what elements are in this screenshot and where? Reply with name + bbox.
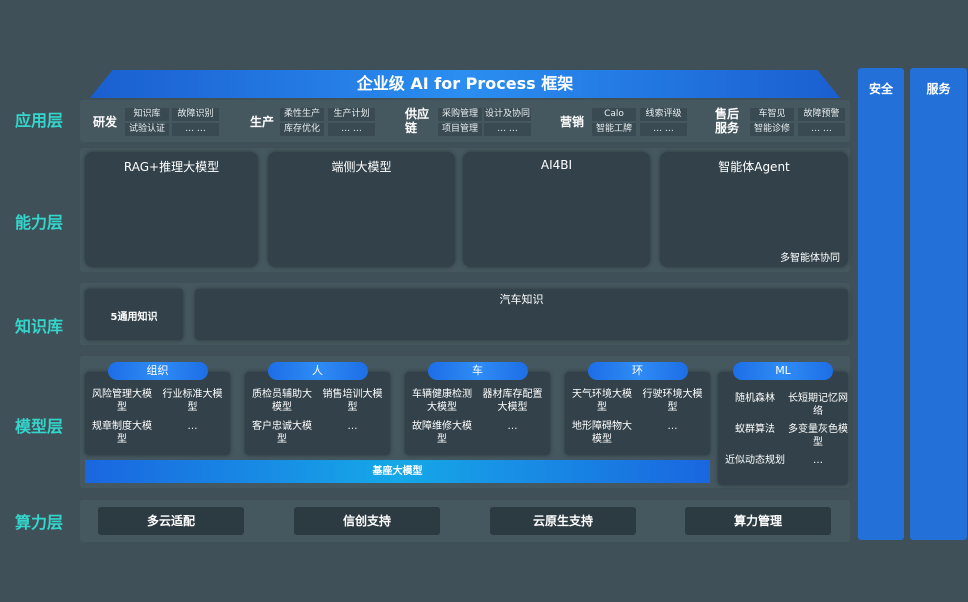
layer-label-compute: 算力层 [14, 513, 63, 532]
agent-panel: 智能体Agent [660, 152, 848, 267]
layer-label-model: 模型层 [14, 417, 63, 436]
model-item[interactable]: 蚁群算法 [735, 424, 775, 435]
model-panel [85, 372, 230, 455]
layer-label-knowledge: 知识库 [14, 317, 63, 336]
model-item[interactable]: … [667, 421, 678, 432]
app-group-1: 生产 [250, 115, 275, 129]
app-item[interactable]: … … [328, 123, 375, 136]
app-item[interactable]: 故障预警 [798, 108, 845, 121]
model-panel [718, 372, 848, 485]
model-item[interactable]: 多变量灰色模型 [788, 424, 848, 448]
general-knowledge: 5通用知识 [85, 289, 183, 340]
model-item[interactable]: … [813, 455, 823, 466]
model-item[interactable]: 行驶环境大模型 [642, 389, 703, 413]
app-item[interactable]: 智能诊修 [750, 123, 794, 136]
app-item[interactable]: 智能工牌 [592, 123, 636, 136]
model-item[interactable]: 行业标准大模型 [162, 389, 223, 413]
model-item[interactable]: … [507, 421, 518, 432]
app-item[interactable]: 柔性生产 [280, 108, 324, 121]
model-item[interactable]: 规章制度大模型 [92, 421, 152, 445]
compute-item[interactable]: 算力管理 [685, 507, 831, 535]
model-item[interactable]: 客户忠诚大模型 [252, 421, 312, 445]
compute-item[interactable]: 信创支持 [294, 507, 440, 535]
model-item[interactable]: 长短期记忆网络 [788, 393, 848, 417]
model-item[interactable]: 故障维修大模型 [412, 421, 472, 445]
app-item[interactable]: … … [172, 123, 219, 136]
app-item[interactable]: … … [640, 123, 687, 136]
model-item[interactable]: 车辆健康检测大模型 [412, 389, 472, 413]
app-item[interactable]: … … [798, 123, 845, 136]
agent-footer: 多智能体协同 [780, 253, 840, 264]
security-title: 安全 [868, 82, 893, 96]
framework-title: 企业级 AI for Process 框架 [90, 70, 840, 98]
model-item[interactable]: … [187, 421, 198, 432]
model-item[interactable]: 天气环境大模型 [572, 389, 632, 413]
model-panel [405, 372, 550, 455]
layer-label-app: 应用层 [14, 111, 63, 130]
model-item[interactable]: 销售培训大模型 [322, 389, 383, 413]
app-item[interactable]: 知识库 [125, 108, 169, 121]
app-group-0: 研发 [93, 115, 118, 129]
model-item[interactable]: … [347, 421, 358, 432]
compute-item[interactable]: 云原生支持 [490, 507, 636, 535]
model-category-0[interactable]: 组织 [107, 362, 208, 380]
general-knowledge-label: 5通用知识 [110, 312, 158, 323]
app-item[interactable]: 库存优化 [280, 123, 324, 136]
agent-title: 智能体Agent [718, 160, 790, 174]
compute-item[interactable]: 多云适配 [98, 507, 244, 535]
model-item[interactable]: 风险管理大模型 [92, 389, 152, 413]
rag-panel: RAG+推理大模型 [85, 152, 258, 267]
model-item[interactable]: 随机森林 [735, 393, 775, 404]
base-model-bar: 基座大模型 [85, 460, 710, 483]
layer-label-capability: 能力层 [14, 213, 63, 232]
app-group-3: 营销 [560, 115, 585, 129]
app-item[interactable]: 线索评级 [640, 108, 687, 121]
ai4bi-panel: AI4BI [463, 152, 650, 267]
model-category-4[interactable]: ML [733, 362, 833, 380]
model-item[interactable]: 近似动态规划 [725, 455, 785, 466]
model-category-1[interactable]: 人 [267, 362, 368, 380]
rag-title: RAG+推理大模型 [123, 160, 220, 174]
edge-panel: 端侧大模型 [268, 152, 455, 267]
app-item[interactable]: … … [484, 123, 531, 136]
edge-title: 端侧大模型 [331, 160, 392, 174]
app-item[interactable]: Calo [592, 108, 636, 121]
app-group-2: 供应链 [405, 107, 430, 135]
model-item[interactable]: 质检员辅助大模型 [252, 389, 312, 413]
ai4bi-title: AI4BI [540, 158, 573, 172]
model-item[interactable]: 器材库存配置大模型 [482, 389, 543, 413]
service-title: 服务 [926, 82, 951, 96]
model-panel [565, 372, 710, 455]
app-item[interactable]: 故障识别 [172, 108, 219, 121]
app-item[interactable]: 车智见 [750, 108, 794, 121]
app-group-4: 售后服务 [715, 107, 740, 135]
app-item[interactable]: 设计及协同 [484, 108, 531, 121]
model-panel [245, 372, 390, 455]
service-column: 服务 [910, 68, 967, 540]
security-column: 安全 [858, 68, 904, 540]
model-item[interactable]: 地形障碍物大模型 [572, 421, 632, 445]
app-item[interactable]: 项目管理 [438, 123, 482, 136]
app-item[interactable]: 试验认证 [125, 123, 169, 136]
app-item[interactable]: 生产计划 [328, 108, 375, 121]
app-item[interactable]: 采购管理 [438, 108, 482, 121]
model-category-3[interactable]: 环 [587, 362, 688, 380]
model-category-2[interactable]: 车 [427, 362, 528, 380]
auto-knowledge: 汽车知识 [195, 289, 848, 340]
auto-knowledge-title: 汽车知识 [499, 293, 544, 306]
